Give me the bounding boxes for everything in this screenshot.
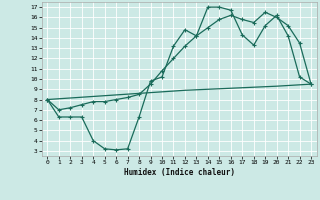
X-axis label: Humidex (Indice chaleur): Humidex (Indice chaleur) — [124, 168, 235, 177]
